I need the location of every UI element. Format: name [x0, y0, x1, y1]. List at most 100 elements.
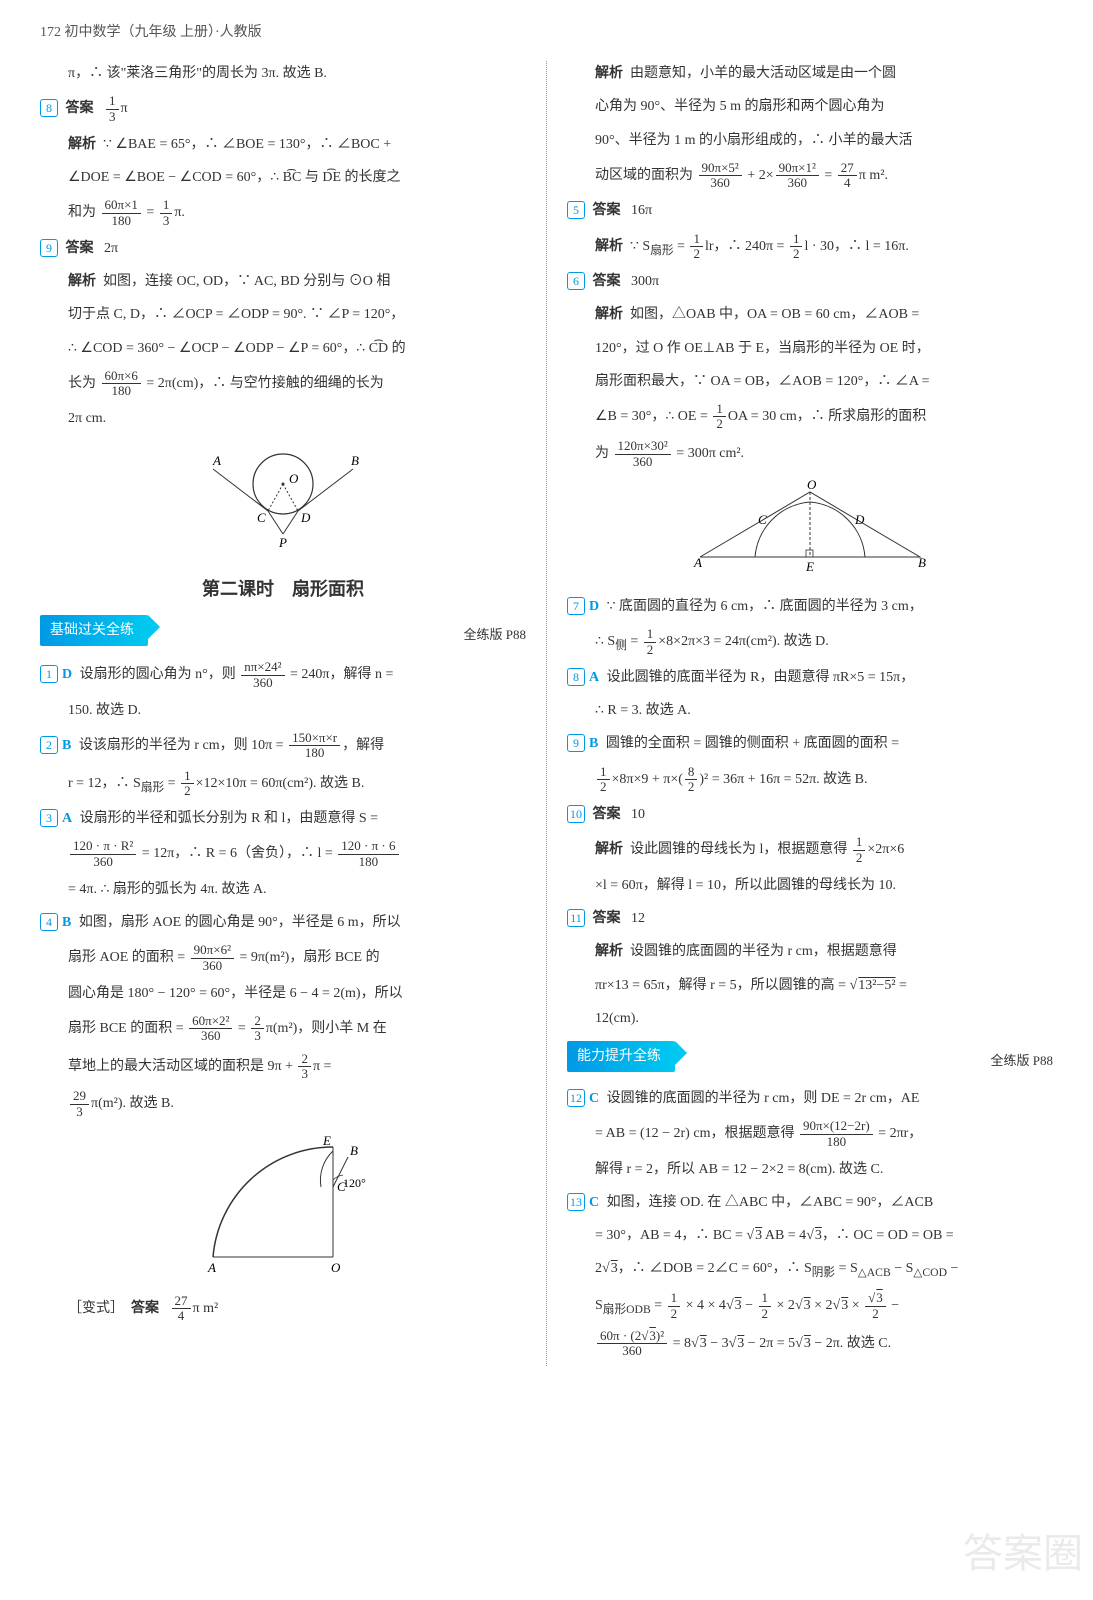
q7-l2: ∴ S侧 = 12×8×2π×3 = 24π(cm²). 故选 D.: [567, 627, 1053, 657]
q5-answer: 16π: [631, 203, 652, 218]
two-column-layout: π，∴ 该"莱洛三角形"的周长为 3π. 故选 B. 8 答案 13π 解析 ∵…: [40, 61, 1053, 1366]
page-ref: 全练版 P88: [464, 623, 526, 646]
q3-choice: A: [62, 811, 72, 826]
figure-circle-tangents: A B C D O P: [40, 439, 526, 558]
ri-l4: 动区域的面积为 90π×5²360 + 2×90π×1²360 = 274π m…: [567, 161, 1053, 191]
q4-l5: 草地上的最大活动区域的面积是 9π + 23π =: [40, 1052, 526, 1082]
q3-l3: = 4π. ∴ 扇形的弧长为 4π. 故选 A.: [40, 877, 526, 902]
right-column: 解析 由题意知，小羊的最大活动区域是由一个圆 心角为 90°、半径为 5 m 的…: [567, 61, 1053, 1366]
explain-label: 解析: [595, 944, 623, 959]
q8-answer: 13π: [104, 101, 128, 116]
page-ref: 全练版 P88: [991, 1049, 1053, 1072]
q7-choice: D: [589, 599, 599, 614]
q2-choice: B: [62, 738, 71, 753]
label-D: D: [300, 510, 311, 525]
q2-num: 2: [40, 736, 58, 754]
section-title: 第二课时 扇形面积: [40, 573, 526, 605]
q10-l2: ×l = 60π，解得 l = 10，所以此圆锥的母线长为 10.: [567, 873, 1053, 898]
q6-l3: 扇形面积最大，∵ OA = OB，∠AOB = 120°，∴ ∠A =: [567, 369, 1053, 394]
q4-l6: 293π(m²). 故选 B.: [40, 1089, 526, 1119]
q8-num: 8: [40, 99, 58, 117]
q7-num: 7: [567, 597, 585, 615]
q4-num: 4: [40, 913, 58, 931]
q5: 5 答案 16π: [567, 198, 1053, 223]
q8-exp-l3: 和为 60π×1180 = 13π.: [40, 198, 526, 228]
q13-l2: = 30°，AB = 4，∴ BC = 3 AB = 43，∴ OC = OD …: [567, 1223, 1053, 1248]
q6-l2: 120°，过 O 作 OE⊥AB 于 E，当扇形的半径为 OE 时，: [567, 336, 1053, 361]
q1: 1D 设扇形的圆心角为 n°，则 nπ×24²360 = 240π，解得 n =: [40, 660, 526, 690]
answer-label: 答案: [66, 241, 94, 256]
label-P: P: [278, 535, 287, 549]
q5-exp: 解析 ∵ S扇形 = 12lr，∴ 240π = 12l · 30，∴ l = …: [567, 232, 1053, 262]
q10: 10 答案 10: [567, 802, 1053, 827]
answer-label: 答案: [593, 274, 621, 289]
figure-sector-aoe: A O B C E 120°: [40, 1127, 526, 1286]
q4-l4: 扇形 BCE 的面积 = 60π×2²360 = 23π(m²)，则小羊 M 在: [40, 1014, 526, 1044]
q1-l2: 150. 故选 D.: [40, 698, 526, 723]
q11-l1: 设圆锥的底面圆的半径为 r cm，根据题意得: [630, 944, 897, 959]
q11: 11 答案 12: [567, 906, 1053, 931]
q13-num: 13: [567, 1193, 585, 1211]
q13-l3: 23，∴ ∠DOB = 2∠C = 60°，∴ S阴影 = S△ACB − S△…: [567, 1256, 1053, 1283]
label-O: O: [331, 1260, 341, 1275]
column-divider: [546, 61, 547, 1366]
label-B: B: [918, 555, 926, 570]
q11-l2: πr×13 = 65π，解得 r = 5，所以圆锥的高 = 13²−5² =: [567, 973, 1053, 998]
rq8-l2: ∴ R = 3. 故选 A.: [567, 698, 1053, 723]
q9-exp-l3: ∴ ∠COD = 360° − ∠OCP − ∠ODP − ∠P = 60°，∴…: [40, 336, 526, 361]
q4-l2: 扇形 AOE 的面积 = 90π×6²360 = 9π(m²)，扇形 BCE 的: [40, 943, 526, 973]
q9-num: 9: [40, 239, 58, 257]
explain-label: 解析: [595, 307, 623, 322]
rq9-l2: 12×8π×9 + π×(82)² = 36π + 16π = 52π. 故选 …: [567, 765, 1053, 795]
q5-exp-body: ∵ S扇形 = 12lr，∴ 240π = 12l · 30，∴ l = 16π…: [630, 239, 909, 254]
left-column: π，∴ 该"莱洛三角形"的周长为 3π. 故选 B. 8 答案 13π 解析 ∵…: [40, 61, 526, 1366]
q11-answer: 12: [631, 911, 645, 926]
rq8: 8A 设此圆锥的底面半径为 R，由题意得 πR×5 = 15π，: [567, 665, 1053, 690]
q9-exp-l2: 切于点 C, D，∴ ∠OCP = ∠ODP = 90°. ∵ ∠P = 120…: [40, 302, 526, 327]
ri-l2: 心角为 90°、半径为 5 m 的扇形和两个圆心角为: [567, 94, 1053, 119]
q13: 13C 如图，连接 OD. 在 △ABC 中，∠ABC = 90°，∠ACB: [567, 1190, 1053, 1215]
label-angle: 120°: [343, 1176, 366, 1190]
q9-exp-l1: 如图，连接 OC, OD，∵ AC, BD 分别与 ⊙O 相: [103, 274, 390, 289]
q10-l1: 设此圆锥的母线长为 l，根据题意得 12×2π×6: [630, 842, 904, 857]
q3: 3A 设扇形的半径和弧长分别为 R 和 l，由题意得 S =: [40, 806, 526, 831]
variant-label: ［变式］: [68, 1301, 124, 1316]
answer-label: 答案: [66, 101, 94, 116]
q2-l1: 设该扇形的半径为 r cm，则 10π = 150×π×r180，解得: [79, 738, 384, 753]
q6-num: 6: [567, 272, 585, 290]
q5-num: 5: [567, 201, 585, 219]
q9: 9 答案 2π: [40, 236, 526, 261]
q3-l1: 设扇形的半径和弧长分别为 R 和 l，由题意得 S =: [80, 811, 378, 826]
ri-l3: 90°、半径为 1 m 的小扇形组成的，∴ 小羊的最大活: [567, 128, 1053, 153]
q7: 7D ∵ 底面圆的直径为 6 cm，∴ 底面圆的半径为 3 cm，: [567, 594, 1053, 619]
right-intro: 解析 由题意知，小羊的最大活动区域是由一个圆: [567, 61, 1053, 86]
q6-l1: 如图，△OAB 中，OA = OB = 60 cm，∠AOB =: [630, 307, 919, 322]
explain-label: 解析: [595, 66, 623, 81]
q12: 12C 设圆锥的底面圆的半径为 r cm，则 DE = 2r cm，AE: [567, 1086, 1053, 1111]
q13-choice: C: [589, 1195, 599, 1210]
q1-num: 1: [40, 665, 58, 683]
q11-exp: 解析 设圆锥的底面圆的半径为 r cm，根据题意得: [567, 939, 1053, 964]
q7-l1: ∵ 底面圆的直径为 6 cm，∴ 底面圆的半径为 3 cm，: [607, 599, 923, 614]
q12-choice: C: [589, 1091, 599, 1106]
q4: 4B 如图，扇形 AOE 的圆心角是 90°，半径是 6 m，所以: [40, 910, 526, 935]
q6: 6 答案 300π: [567, 269, 1053, 294]
q9-explain: 解析 如图，连接 OC, OD，∵ AC, BD 分别与 ⊙O 相: [40, 269, 526, 294]
banner-ability: 能力提升全练: [567, 1041, 675, 1072]
q11-l3: 12(cm).: [567, 1006, 1053, 1031]
q10-num: 10: [567, 805, 585, 823]
label-E: E: [322, 1133, 331, 1148]
q13-l5: 60π · (23)²360 = 83 − 33 − 2π = 53 − 2π.…: [567, 1329, 1053, 1359]
page-header: 172 初中数学（九年级 上册）·人教版: [40, 20, 1053, 45]
rq9-choice: B: [589, 736, 598, 751]
label-B: B: [350, 1143, 358, 1158]
label-A: A: [212, 453, 221, 468]
banner-basic: 基础过关全练: [40, 615, 148, 646]
q8-explain: 解析 ∵ ∠BAE = 65°，∴ ∠BOE = 130°，∴ ∠BOC +: [40, 132, 526, 157]
q10-answer: 10: [631, 807, 645, 822]
q2: 2B 设该扇形的半径为 r cm，则 10π = 150×π×r180，解得: [40, 731, 526, 761]
rq8-num: 8: [567, 668, 585, 686]
label-O: O: [289, 471, 299, 486]
explain-label: 解析: [68, 274, 96, 289]
q1-l1: 设扇形的圆心角为 n°，则 nπ×24²360 = 240π，解得 n =: [80, 667, 394, 682]
